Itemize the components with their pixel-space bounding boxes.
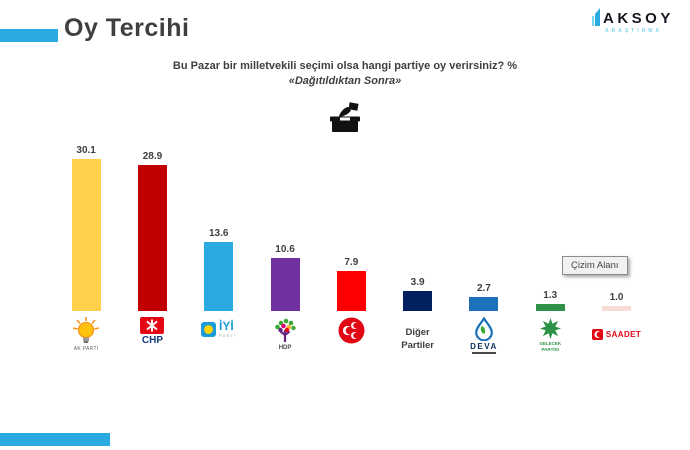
- bars-row: 30.1 28.9 13.6 10.6 7.9 3.9 2.7 1.3 1.0: [53, 138, 650, 311]
- plot-area-tooltip: Çizim Alanı: [562, 256, 628, 275]
- diger-caption: Diğer Partiler: [401, 327, 434, 352]
- bar-column-hdp: 10.6: [252, 138, 318, 311]
- bar-gelecek[interactable]: [535, 304, 565, 311]
- brand-tagline: ARAŞTIRMA: [605, 28, 662, 34]
- bar-value-deva: 2.7: [476, 283, 491, 295]
- hdp-caption: HDP: [278, 345, 292, 351]
- question-line1: Bu Pazar bir milletvekili seçimi olsa ha…: [172, 60, 518, 72]
- akparti-lightbulb-icon: [72, 317, 100, 343]
- bar-iyi[interactable]: [204, 242, 234, 311]
- mhp-three-crescents-icon: [338, 317, 365, 344]
- aksoy-logo: AKSOY ARAŞTIRMA: [592, 8, 684, 34]
- bar-value-saadet: 1.0: [609, 292, 624, 303]
- footer-accent-bar: [0, 433, 110, 446]
- chp-caption: CHP: [141, 335, 163, 346]
- ballot-box-icon: [55, 100, 635, 134]
- iyi-subcaption: PARTİ: [219, 333, 237, 338]
- axis-label-akparti: AK PARTİ: [53, 313, 119, 352]
- gelecek-caption: GELECEK PARTİSİ: [539, 341, 562, 353]
- axis-label-chp: CHP: [119, 313, 185, 346]
- axis-label-gelecek: GELECEK PARTİSİ: [517, 313, 583, 354]
- bar-hdp[interactable]: [270, 257, 300, 311]
- deva-caption: DEVA: [470, 342, 498, 351]
- hdp-tree-icon: [275, 318, 296, 342]
- bar-value-gelecek: 1.3: [543, 290, 558, 302]
- axis-label-saadet: SAADET: [583, 313, 649, 340]
- gelecek-leaf-icon: [539, 317, 561, 340]
- bar-diger[interactable]: [403, 291, 433, 311]
- bar-deva[interactable]: [469, 297, 499, 311]
- bar-akparti[interactable]: [71, 159, 101, 311]
- saadet-crescent-icon: [591, 329, 603, 340]
- iyi-sun-icon: [201, 321, 217, 337]
- axis-label-hdp: HDP: [252, 313, 318, 351]
- saadet-caption: SAADET: [605, 330, 642, 339]
- bar-column-akparti: 30.1: [53, 138, 119, 311]
- bar-value-mhp: 7.9: [344, 257, 359, 269]
- axis-label-deva: DEVA: [451, 313, 517, 354]
- question-line2: «Dağıtıldıktan Sonra»: [288, 75, 402, 87]
- bar-column-chp: 28.9: [119, 138, 185, 311]
- brand-name: AKSOY: [603, 10, 674, 27]
- bar-saadet[interactable]: [602, 306, 632, 311]
- deva-waterdrop-icon: [475, 317, 493, 341]
- bar-mhp[interactable]: [336, 271, 366, 311]
- axis-label-diger: Diğer Partiler: [384, 313, 450, 353]
- iyi-caption: İYİ: [219, 319, 234, 333]
- chart-question: Bu Pazar bir milletvekili seçimi olsa ha…: [55, 60, 635, 87]
- axis-label-iyi: İYİ PARTİ: [186, 313, 252, 338]
- bar-column-mhp: 7.9: [318, 138, 384, 311]
- akparti-caption: AK PARTİ: [73, 346, 99, 352]
- bar-column-iyi: 13.6: [186, 138, 252, 311]
- aksoy-logo-icon: [592, 8, 600, 26]
- bar-column-saadet: 1.0: [583, 138, 649, 311]
- title-accent-bar: [0, 29, 58, 42]
- bar-value-chp: 28.9: [142, 151, 163, 163]
- deva-caption-underline: [471, 352, 496, 354]
- bar-value-diger: 3.9: [410, 277, 425, 289]
- logos-row: AK PARTİ CHP İYİ PARTİ HDP Diğer Partiler …: [53, 313, 650, 354]
- bar-value-hdp: 10.6: [275, 243, 295, 255]
- axis-label-mhp: [318, 313, 384, 344]
- bar-column-diger: 3.9: [384, 138, 450, 311]
- bar-value-iyi: 13.6: [209, 228, 229, 240]
- bar-value-akparti: 30.1: [76, 145, 96, 156]
- chp-sun-icon: [140, 317, 165, 334]
- page-title: Oy Tercihi: [64, 14, 190, 42]
- bar-column-deva: 2.7: [451, 138, 517, 311]
- bar-column-gelecek: 1.3: [517, 138, 583, 311]
- bar-chp[interactable]: [137, 165, 167, 311]
